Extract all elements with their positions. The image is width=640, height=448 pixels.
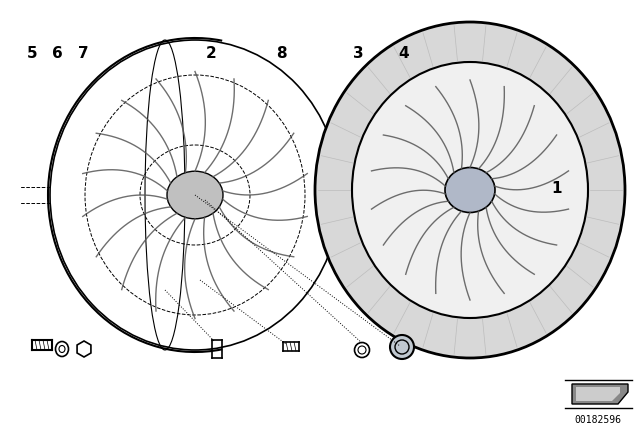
Text: 2: 2: [206, 46, 216, 61]
Text: 8: 8: [276, 46, 287, 61]
Text: 4: 4: [398, 46, 408, 61]
Ellipse shape: [445, 168, 495, 212]
Polygon shape: [576, 387, 620, 401]
Ellipse shape: [390, 335, 414, 359]
Text: 6: 6: [52, 46, 63, 61]
Text: 7: 7: [78, 46, 88, 61]
Text: 3: 3: [353, 46, 364, 61]
Ellipse shape: [315, 22, 625, 358]
Text: 5: 5: [27, 46, 37, 61]
Text: 00182596: 00182596: [575, 415, 621, 425]
Polygon shape: [572, 384, 628, 404]
Ellipse shape: [167, 171, 223, 219]
Ellipse shape: [352, 62, 588, 318]
Text: 1: 1: [552, 181, 562, 196]
